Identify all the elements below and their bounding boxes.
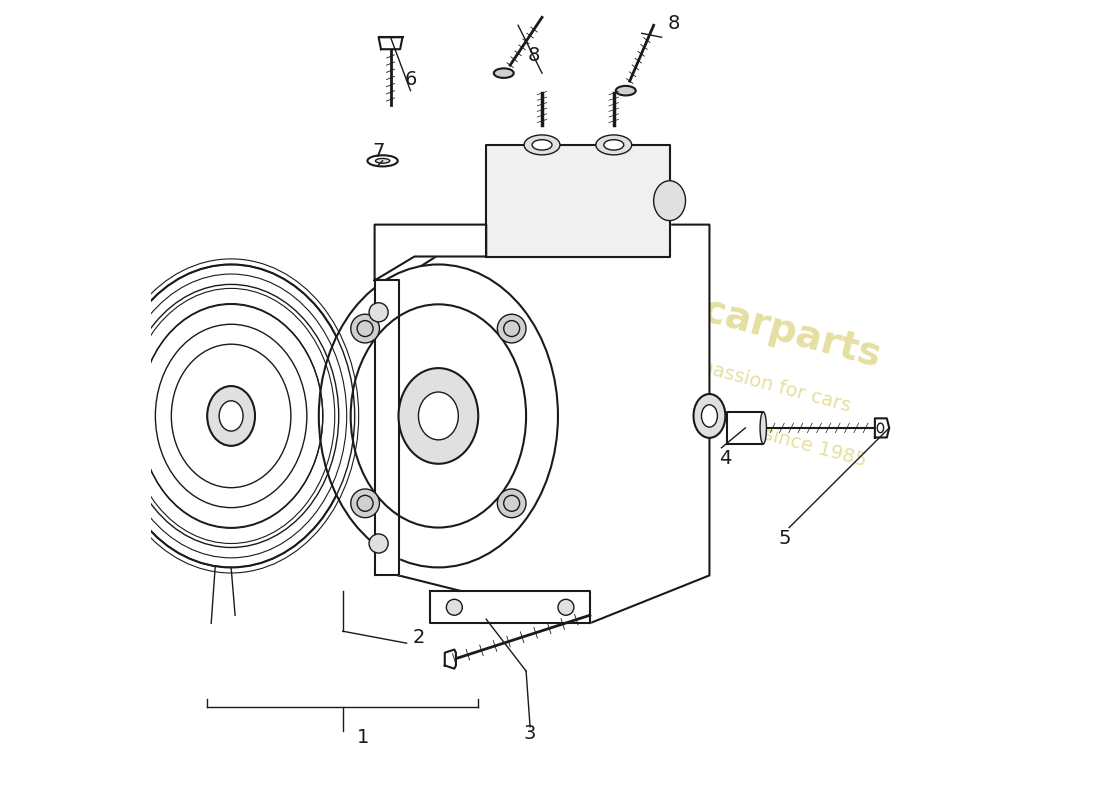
Text: 6: 6 bbox=[405, 70, 417, 89]
Text: a passion for cars: a passion for cars bbox=[681, 353, 852, 416]
Polygon shape bbox=[486, 145, 670, 257]
Ellipse shape bbox=[398, 368, 478, 464]
Ellipse shape bbox=[604, 140, 624, 150]
Ellipse shape bbox=[207, 386, 255, 446]
Polygon shape bbox=[375, 225, 486, 281]
Text: 5: 5 bbox=[779, 529, 791, 547]
Ellipse shape bbox=[108, 265, 354, 567]
Ellipse shape bbox=[596, 135, 631, 155]
Ellipse shape bbox=[219, 401, 243, 431]
Circle shape bbox=[497, 314, 526, 343]
Text: 1: 1 bbox=[356, 728, 369, 747]
Ellipse shape bbox=[532, 140, 552, 150]
Circle shape bbox=[497, 489, 526, 518]
Ellipse shape bbox=[760, 412, 767, 444]
Polygon shape bbox=[375, 281, 398, 575]
Circle shape bbox=[558, 599, 574, 615]
Polygon shape bbox=[727, 412, 763, 444]
Ellipse shape bbox=[653, 181, 685, 221]
Ellipse shape bbox=[494, 68, 514, 78]
Text: 2: 2 bbox=[412, 628, 425, 647]
Polygon shape bbox=[430, 591, 590, 623]
Ellipse shape bbox=[375, 158, 389, 163]
Polygon shape bbox=[444, 650, 455, 669]
Text: 4: 4 bbox=[719, 449, 732, 468]
Text: eurocarparts: eurocarparts bbox=[602, 266, 884, 375]
Circle shape bbox=[368, 302, 388, 322]
Text: 8: 8 bbox=[528, 46, 540, 65]
Polygon shape bbox=[378, 38, 403, 50]
Ellipse shape bbox=[418, 392, 459, 440]
Polygon shape bbox=[398, 225, 710, 623]
Ellipse shape bbox=[616, 86, 636, 95]
Text: since 1985: since 1985 bbox=[761, 425, 869, 470]
Text: 8: 8 bbox=[668, 14, 680, 34]
Text: 7: 7 bbox=[373, 142, 385, 161]
Text: 3: 3 bbox=[524, 724, 537, 743]
Ellipse shape bbox=[319, 265, 558, 567]
Circle shape bbox=[351, 489, 380, 518]
Ellipse shape bbox=[693, 394, 725, 438]
Polygon shape bbox=[874, 418, 889, 438]
Ellipse shape bbox=[367, 155, 398, 166]
Circle shape bbox=[447, 599, 462, 615]
Ellipse shape bbox=[524, 135, 560, 155]
Circle shape bbox=[351, 314, 380, 343]
Ellipse shape bbox=[702, 405, 717, 427]
Circle shape bbox=[368, 534, 388, 553]
